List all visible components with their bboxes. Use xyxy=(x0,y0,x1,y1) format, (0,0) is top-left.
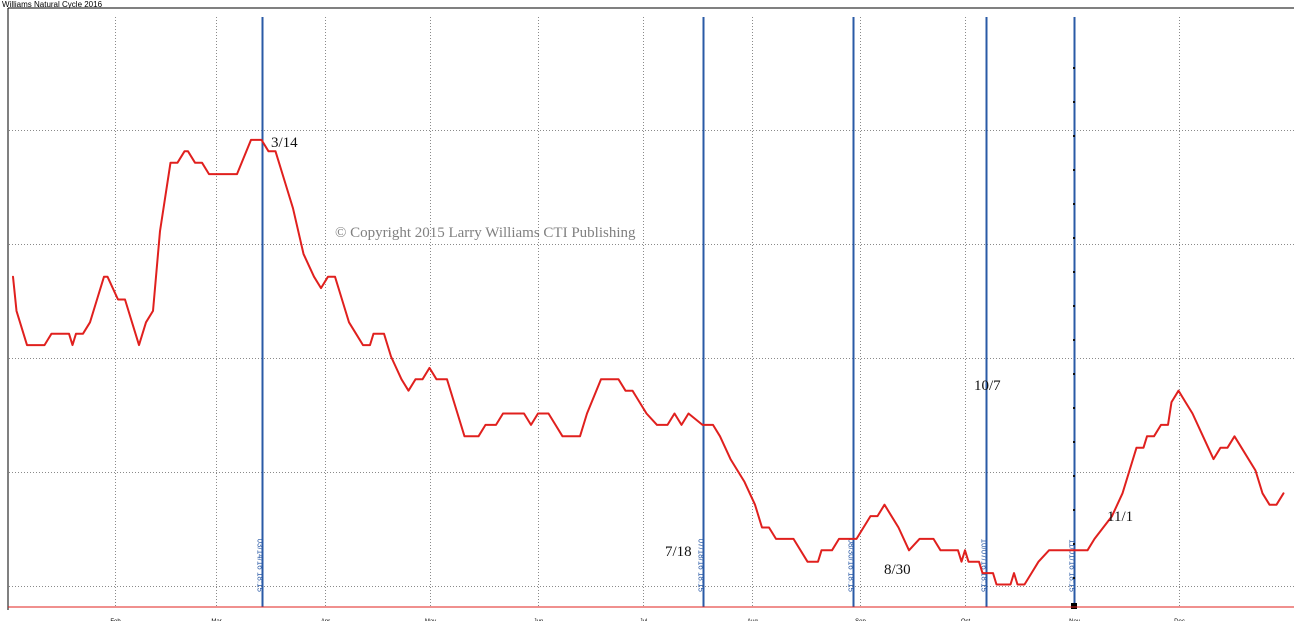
cursor-marker xyxy=(1071,603,1077,609)
label-layer: 3/14 7/18 8/30 10/7 11/1 © Copyright 2015 Lar… xyxy=(271,135,1133,578)
marker-dot xyxy=(1073,543,1075,545)
marker-dot xyxy=(1073,577,1075,579)
marker-dot xyxy=(1073,237,1075,239)
marker-dot xyxy=(1073,305,1075,307)
chart-title: Williams Natural Cycle 2016 xyxy=(2,0,103,9)
turn-date-label: 03/14/16 18:15 xyxy=(256,539,265,593)
turn-date-label: 10/07/16 18:15 xyxy=(980,539,989,593)
turn-date-layer: 03/14/16 18:15 07/18/16 18:15 08/30/16 18:… xyxy=(256,17,1077,609)
marker-dot xyxy=(1073,203,1075,205)
turn-annotation: 11/1 xyxy=(1107,509,1133,525)
marker-dot xyxy=(1073,339,1075,341)
marker-dot xyxy=(1073,169,1075,171)
turn-annotation: 8/30 xyxy=(884,562,911,578)
turn-annotation: 3/14 xyxy=(271,135,298,151)
marker-dot xyxy=(1073,509,1075,511)
marker-dot xyxy=(1073,101,1075,103)
marker-dot xyxy=(1073,441,1075,443)
turn-date-label: 07/18/16 18:15 xyxy=(697,539,706,593)
turn-annotation: 7/18 xyxy=(665,544,692,560)
turn-annotation: 10/7 xyxy=(974,378,1001,394)
marker-dot xyxy=(1073,373,1075,375)
copyright-watermark: © Copyright 2015 Larry Williams CTI Publ… xyxy=(335,225,636,241)
cycle-line xyxy=(12,138,1285,586)
series-layer xyxy=(12,138,1285,586)
marker-dot xyxy=(1073,407,1075,409)
marker-dot xyxy=(1073,271,1075,273)
turn-date-label: 11/01/16 18:15 xyxy=(1068,539,1077,592)
marker-dot xyxy=(1073,475,1075,477)
turn-date-label: 08/30/16 18:15 xyxy=(847,539,856,593)
marker-dot xyxy=(1073,67,1075,69)
marker-dot xyxy=(1073,135,1075,137)
